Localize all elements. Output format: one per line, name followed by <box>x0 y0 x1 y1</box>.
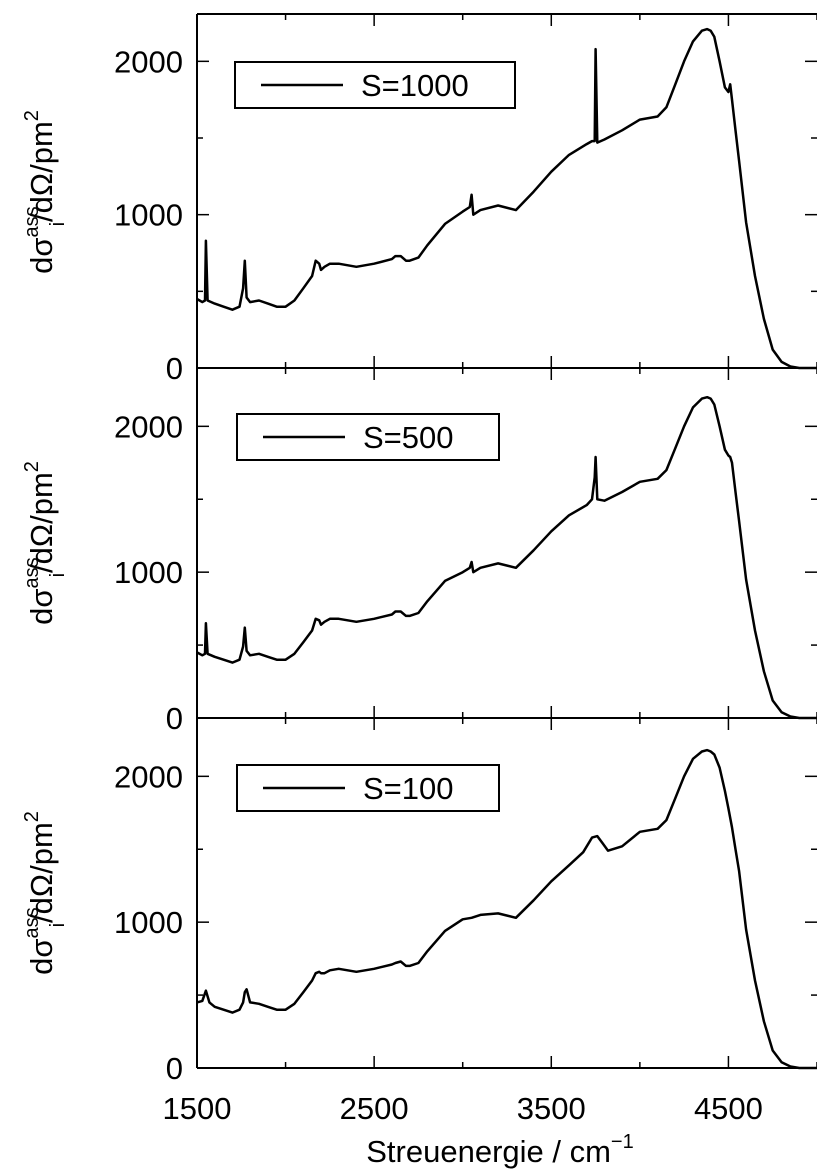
series-line <box>196 27 817 370</box>
y-tick-label: 0 <box>166 701 183 736</box>
series-line <box>196 748 817 1070</box>
x-axis-labels: 1500 2500 3500 4500 Streuenergie / cm−1 <box>163 1091 763 1169</box>
y-tick-label: 1000 <box>114 905 183 940</box>
y-tick-label: 2000 <box>114 409 183 444</box>
y-axis-title: dσass i/dΩ/pm2 <box>21 461 69 625</box>
y-tick-label: 0 <box>166 1051 183 1086</box>
x-tick-label: 2500 <box>340 1091 409 1126</box>
y-tick-label: 0 <box>166 351 183 386</box>
panel-s1000: 0 1000 2000 S=1000 dσass i/dΩ/pm2 <box>21 13 817 386</box>
y-tick-label: 1000 <box>114 198 183 233</box>
x-axis-title: Streuenergie / cm−1 <box>366 1131 633 1169</box>
x-tick-label: 4500 <box>694 1091 763 1126</box>
x-tick-label: 3500 <box>517 1091 586 1126</box>
y-tick-label: 2000 <box>114 759 183 794</box>
series-line <box>196 395 817 720</box>
legend-label: S=100 <box>363 771 454 806</box>
legend-label: S=500 <box>363 420 454 455</box>
panel-s500: 0 1000 2000 S=500 dσass i/dΩ/pm2 <box>21 368 817 736</box>
x-tick-label: 1500 <box>163 1091 232 1126</box>
y-axis-title: dσass i/dΩ/pm2 <box>21 811 69 975</box>
y-axis-title: dσass i/dΩ/pm2 <box>21 110 69 274</box>
panel-s100: 0 1000 2000 S=100 dσass i/dΩ/pm2 <box>21 718 817 1086</box>
y-tick-label: 2000 <box>114 44 183 79</box>
legend-label: S=1000 <box>361 68 469 103</box>
y-tick-label: 1000 <box>114 555 183 590</box>
